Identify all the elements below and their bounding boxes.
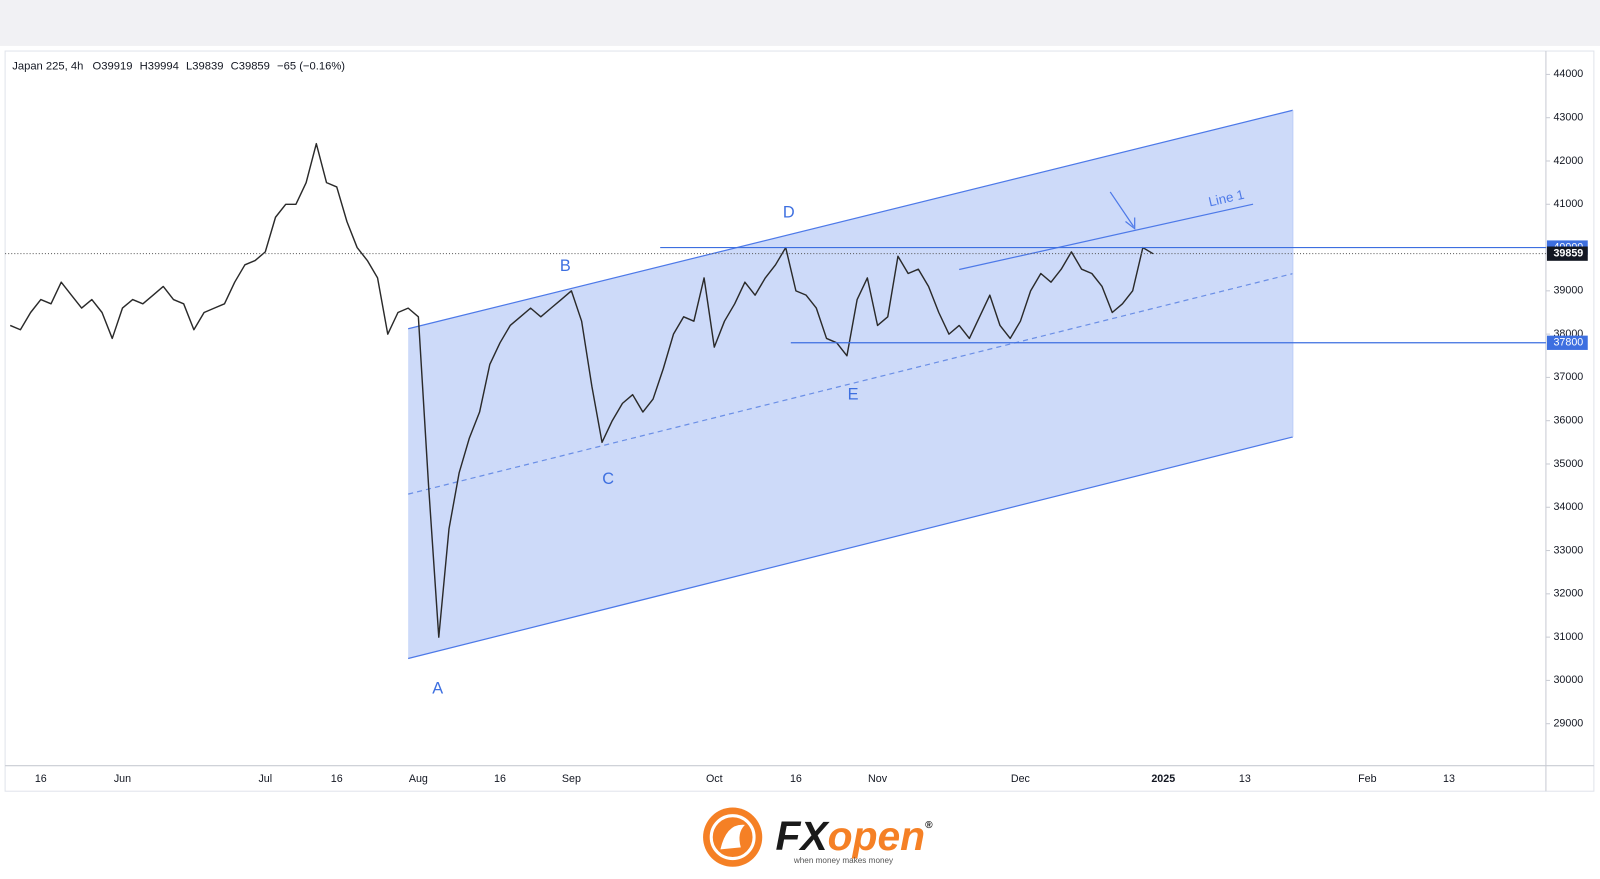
- symbol: Japan 225, 4h: [12, 60, 83, 72]
- logo-bull: [720, 824, 745, 850]
- x-tick-label: 16: [790, 773, 802, 785]
- brand: FXopen®: [776, 813, 934, 859]
- x-tick-label: 16: [331, 773, 343, 785]
- y-tick-label: 39000: [1553, 285, 1583, 297]
- logo-ring: [709, 814, 756, 861]
- y-tick-label: 30000: [1553, 674, 1583, 686]
- last-price-label: 39859: [1553, 247, 1583, 259]
- x-tick-label: Jun: [114, 773, 131, 785]
- y-tick-label: 36000: [1553, 415, 1583, 427]
- y-tick-label: 32000: [1553, 588, 1583, 600]
- brand-mark: ®: [925, 820, 933, 831]
- channel-upper: [408, 109, 1294, 330]
- x-tick-label: Sep: [562, 773, 581, 785]
- ohlc-change: −65 (−0.16%): [277, 60, 345, 72]
- price-line: [9, 142, 1154, 638]
- channel-median: [408, 273, 1294, 495]
- x-tick-label: Oct: [706, 773, 723, 785]
- y-tick-label: 35000: [1553, 458, 1583, 470]
- arrow-head: [1125, 217, 1136, 230]
- ohlc-high: H39994: [140, 60, 179, 72]
- x-tick-label: 13: [1239, 773, 1251, 785]
- ohlc-close: C39859: [231, 60, 270, 72]
- y-tick-label: 41000: [1553, 198, 1583, 210]
- x-tick-label: 16: [494, 773, 506, 785]
- x-tick-label: Jul: [258, 773, 272, 785]
- y-tick-label: 37000: [1553, 371, 1583, 383]
- ohlc-open: O39919: [93, 60, 133, 72]
- x-tick-label: Feb: [1358, 773, 1376, 785]
- y-tick-label: 33000: [1553, 544, 1583, 556]
- top-bar: [0, 0, 1600, 46]
- wave-label: A: [432, 679, 443, 697]
- level-label: 37800: [1553, 337, 1583, 349]
- wave-label: B: [560, 257, 571, 275]
- x-tick-label: Aug: [409, 773, 428, 785]
- last-price-box: [1546, 246, 1588, 261]
- footer: [0, 796, 1600, 879]
- channel-lower: [408, 436, 1294, 660]
- level-box: [1546, 335, 1588, 350]
- x-tick-label: 16: [35, 773, 47, 785]
- wave-label: E: [848, 385, 859, 403]
- x-tick-label: Dec: [1011, 773, 1031, 785]
- line-1: [959, 203, 1254, 271]
- y-tick-label: 34000: [1553, 501, 1583, 513]
- brand-fx: FX: [776, 813, 831, 859]
- x-tick-label: 13: [1443, 773, 1455, 785]
- y-tick-label: 42000: [1553, 155, 1583, 167]
- header: Japan 225, 4h O39919 H39994 L39839 C39859 −65…: [12, 60, 345, 72]
- x-tick-label: 2025: [1151, 773, 1175, 785]
- y-tick-label: 43000: [1553, 112, 1583, 124]
- ohlc-low: L39839: [186, 60, 223, 72]
- wave-label: D: [783, 204, 795, 222]
- y-tick-label: 44000: [1553, 68, 1583, 80]
- brand-open: open: [828, 813, 925, 859]
- y-tick-label: 29000: [1553, 718, 1583, 730]
- wave-label: C: [602, 470, 614, 488]
- tagline: when money makes money: [793, 856, 894, 865]
- arrow: [1109, 191, 1135, 227]
- x-tick-label: Nov: [868, 773, 888, 785]
- y-tick-label: 31000: [1553, 631, 1583, 643]
